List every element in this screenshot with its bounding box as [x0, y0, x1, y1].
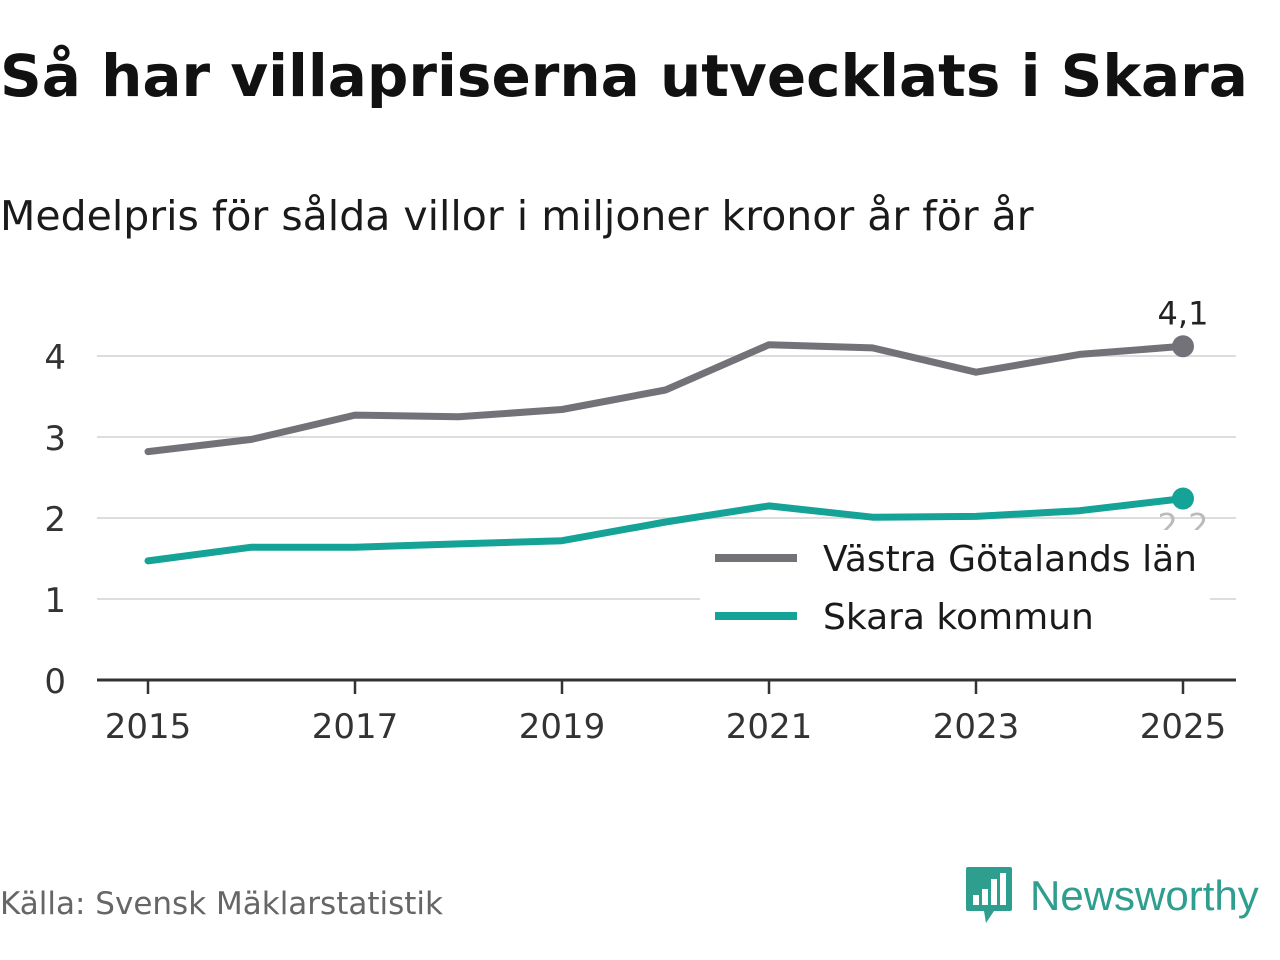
x-tick-label: 2015: [105, 707, 192, 747]
series-line-lan: [144, 341, 1187, 456]
x-tick-label: 2017: [312, 707, 399, 747]
brand-name: Newsworthy: [1030, 872, 1259, 919]
chart-subtitle: Medelpris för sålda villor i miljoner kr…: [0, 192, 1034, 240]
x-tick-label: 2019: [519, 707, 606, 747]
y-tick-label: 4: [44, 338, 66, 378]
y-tick-label: 1: [44, 581, 66, 621]
legend-label-lan: Västra Götalands län: [823, 539, 1197, 580]
newsworthy-icon: [966, 867, 1012, 923]
y-tick-label: 0: [44, 662, 66, 702]
y-tick-label: 2: [44, 500, 66, 540]
chart-title: Så har villapriserna utvecklats i Skara: [0, 42, 1248, 110]
x-tick-label: 2025: [1140, 707, 1227, 747]
end-label-lan: 4,1: [1158, 294, 1209, 332]
end-marker-lan: [1172, 335, 1194, 358]
newsworthy-logo: Newsworthy: [964, 864, 1259, 928]
source-note: Källa: Svensk Mäklarstatistik: [0, 886, 443, 922]
legend-label-kommun: Skara kommun: [823, 597, 1094, 638]
end-marker-kommun: [1172, 487, 1194, 510]
x-tick-label: 2023: [933, 707, 1020, 747]
x-tick-label: 2021: [726, 707, 813, 747]
y-tick-label: 3: [44, 419, 66, 459]
legend-box: [700, 530, 1210, 648]
series-line-kommun: [144, 495, 1187, 565]
